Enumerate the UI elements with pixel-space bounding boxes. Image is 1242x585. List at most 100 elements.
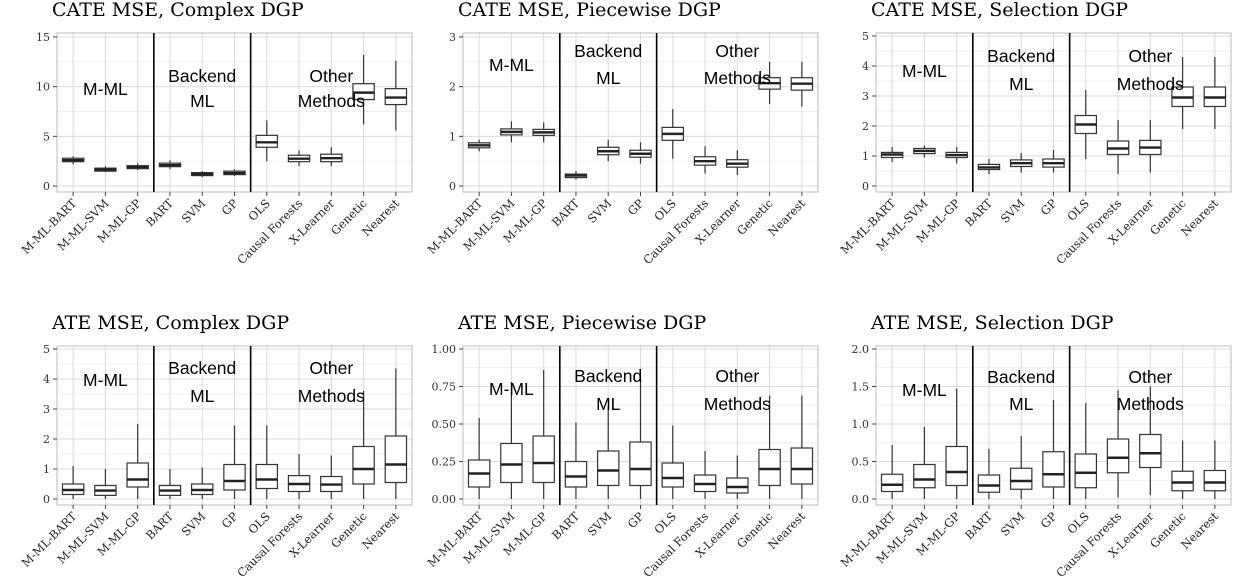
y-tick-label: 0.75	[432, 381, 457, 394]
box-ols	[1074, 403, 1098, 499]
x-tick-label: OLS	[245, 509, 273, 537]
chart-panel-5: 0.000.250.500.751.00M-ML-BARTM-ML-SVMM-M…	[425, 312, 819, 580]
iqr-box	[977, 474, 1001, 493]
panel-title: CATE MSE, Piecewise DGP	[458, 0, 721, 21]
x-tick-label: SVM	[585, 196, 615, 226]
box-m-ml-gp	[945, 388, 968, 499]
group-label: Backend	[574, 41, 642, 61]
box-ols	[255, 425, 279, 499]
group-label: Backend	[168, 66, 236, 86]
box-nearest	[384, 368, 408, 499]
iqr-box	[758, 448, 781, 487]
group-label: Methods	[704, 394, 771, 414]
x-tick-label: GP	[219, 509, 241, 531]
box-gp	[1042, 400, 1065, 499]
box-ols	[1074, 90, 1098, 159]
box-x-learner	[726, 455, 749, 499]
box-causal-forests	[287, 150, 311, 167]
y-tick-label: 5	[43, 130, 50, 143]
box-m-ml-bart	[61, 466, 85, 499]
box-bart	[977, 159, 1001, 174]
y-tick-label: 0	[43, 493, 50, 506]
box-bart	[564, 422, 588, 499]
group-label: ML	[190, 91, 215, 111]
group-label: Other	[1128, 46, 1172, 66]
box-bart	[977, 448, 1001, 499]
x-tick-label: GP	[219, 196, 241, 218]
box-m-ml-bart	[880, 445, 904, 499]
iqr-box	[629, 441, 652, 487]
box-m-ml-svm	[913, 427, 936, 499]
x-tick-label: BART	[549, 509, 582, 542]
y-tick-label: 0.0	[852, 493, 870, 506]
group-label: ML	[596, 394, 621, 414]
iqr-box	[790, 447, 814, 485]
group-label: M-ML	[83, 79, 128, 99]
box-bart	[158, 469, 182, 499]
y-tick-label: 3	[449, 31, 456, 44]
box-gp	[629, 379, 652, 499]
box-causal-forests	[1106, 390, 1130, 498]
group-label: Methods	[298, 91, 365, 111]
box-genetic	[758, 395, 781, 499]
iqr-box	[913, 463, 936, 489]
box-m-ml-gp	[126, 424, 149, 499]
box-causal-forests	[693, 451, 717, 499]
panel-title: ATE MSE, Complex DGP	[51, 312, 289, 334]
y-tick-label: 0	[862, 180, 869, 193]
box-gp	[223, 169, 246, 177]
group-label: M-ML	[489, 379, 534, 399]
y-tick-label: 0	[449, 180, 456, 193]
box-svm	[190, 171, 214, 178]
box-m-ml-svm	[94, 166, 117, 173]
x-tick-label: GP	[625, 196, 647, 218]
group-label: Backend	[987, 46, 1055, 66]
box-ols	[255, 120, 279, 162]
iqr-box	[1074, 453, 1098, 489]
box-m-ml-gp	[532, 122, 555, 143]
y-tick-label: 4	[862, 60, 869, 73]
iqr-box	[223, 463, 246, 491]
group-label: Methods	[298, 386, 365, 406]
panel-title: CATE MSE, Selection DGP	[871, 0, 1128, 21]
y-tick-label: 0.50	[432, 418, 457, 431]
panel-title: ATE MSE, Piecewise DGP	[457, 312, 706, 334]
group-label: M-ML	[902, 380, 947, 400]
x-tick-label: OLS	[651, 509, 679, 537]
box-genetic	[352, 54, 375, 125]
iqr-box	[384, 435, 408, 484]
box-svm	[190, 467, 214, 499]
box-nearest	[1203, 57, 1227, 129]
y-tick-label: 1.00	[432, 343, 457, 356]
group-label: Other	[715, 366, 759, 386]
y-tick-label: 10	[36, 81, 50, 94]
group-label: Methods	[1117, 394, 1184, 414]
group-label: ML	[1009, 394, 1034, 414]
box-m-ml-bart	[467, 418, 491, 499]
box-svm	[596, 139, 620, 162]
iqr-box	[352, 445, 375, 485]
box-m-ml-gp	[945, 147, 968, 164]
iqr-box	[880, 473, 904, 493]
box-x-learner	[1139, 120, 1162, 173]
box-genetic	[1171, 57, 1194, 129]
iqr-box	[1042, 451, 1065, 488]
group-label: ML	[190, 386, 215, 406]
box-m-ml-svm	[94, 469, 117, 499]
x-tick-label: SVM	[998, 509, 1028, 539]
box-ols	[661, 425, 685, 499]
box-gp	[223, 425, 246, 499]
y-tick-label: 5	[862, 30, 869, 43]
x-tick-label: SVM	[179, 196, 209, 226]
y-tick-label: 1	[43, 463, 50, 476]
iqr-box	[500, 442, 523, 484]
box-gp	[1042, 150, 1065, 173]
iqr-box	[1009, 467, 1033, 490]
box-gp	[629, 142, 652, 164]
iqr-box	[126, 462, 149, 488]
iqr-box	[596, 450, 620, 487]
